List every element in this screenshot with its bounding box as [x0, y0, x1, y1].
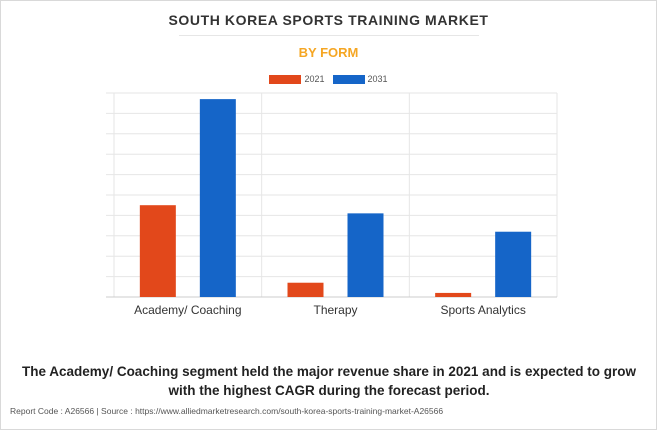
- legend-item-2031: 2031: [332, 74, 388, 84]
- legend-swatch-2031: [332, 74, 365, 84]
- x-tick-label: Academy/ Coaching: [134, 303, 241, 317]
- x-tick-label: Therapy: [313, 303, 357, 317]
- legend-label-2021: 2021: [304, 74, 325, 84]
- bar-academy-coaching-2031: [199, 99, 236, 298]
- source-line: Report Code : A26566 | Source : https://…: [10, 406, 444, 416]
- bar-sports-analytics-2031: [495, 231, 532, 297]
- bar-therapy-2031: [347, 213, 384, 297]
- bar-therapy-2021: [287, 282, 324, 297]
- chart-subtitle: BY FORM: [298, 45, 359, 60]
- x-tick-label: Sports Analytics: [440, 303, 525, 317]
- bar-chart: Academy/ Coaching Therapy Sports Analytics: [106, 92, 558, 317]
- chart-title: SOUTH KOREA SPORTS TRAINING MARKET: [168, 12, 489, 28]
- legend-label-2031: 2031: [367, 74, 388, 84]
- title-divider: [179, 35, 479, 36]
- legend-item-2021: 2021: [269, 74, 325, 84]
- bar-academy-coaching-2021: [139, 205, 176, 297]
- legend-swatch-2021: [269, 74, 302, 84]
- chart-legend: 2021 2031: [1, 74, 656, 84]
- bar-sports-analytics-2021: [435, 292, 472, 297]
- key-finding-text: The Academy/ Coaching segment held the m…: [22, 364, 636, 398]
